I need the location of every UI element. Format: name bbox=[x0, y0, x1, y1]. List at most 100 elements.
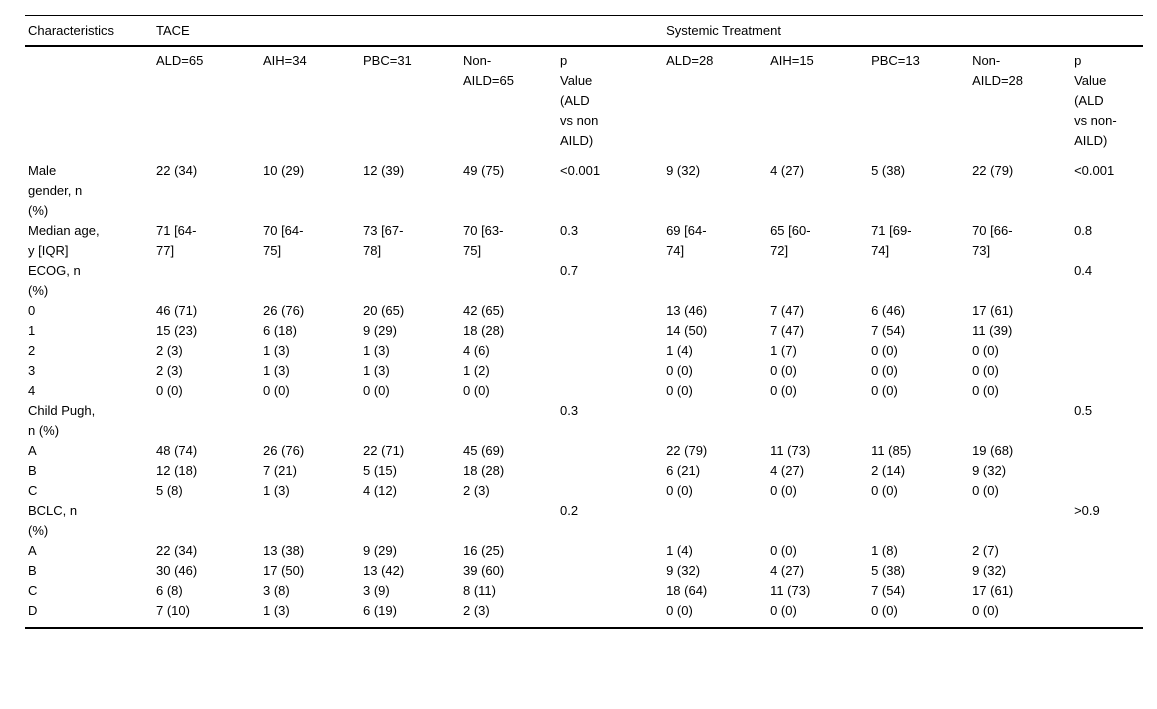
table-cell: 71 [69- 74] bbox=[871, 223, 912, 258]
table-cell: 22 (34) bbox=[156, 163, 198, 178]
table-cell: 0 (0) bbox=[972, 383, 999, 398]
table-cell bbox=[1071, 441, 1143, 461]
table-cell: 18 (28) bbox=[463, 323, 505, 338]
row-label: C bbox=[28, 483, 38, 498]
table-row: Male gender, n (%) 22 (34) 10 (29) 12 (39) 4… bbox=[25, 161, 1143, 221]
table-cell: 6 (19) bbox=[363, 603, 397, 618]
table-cell: 4 (27) bbox=[770, 163, 805, 178]
table-cell: 9 (32) bbox=[972, 463, 1007, 478]
row-label: A bbox=[28, 443, 37, 458]
table-row: ECOG, n (%) 0.7 0.4 bbox=[25, 261, 1143, 301]
table-cell: 6 (18) bbox=[263, 323, 297, 338]
table-cell: 8 (11) bbox=[463, 583, 496, 598]
table-cell: 0 (0) bbox=[972, 483, 999, 498]
table-cell bbox=[153, 501, 260, 541]
table-cell: 9 (32) bbox=[972, 563, 1007, 578]
table-cell: 0.7 bbox=[560, 263, 579, 278]
row-label: 2 bbox=[28, 343, 36, 358]
table-cell: 0 (0) bbox=[770, 603, 797, 618]
table-cell bbox=[557, 381, 663, 401]
table-cell: 0 (0) bbox=[770, 383, 797, 398]
subheader-tace-aih: AIH=34 bbox=[263, 53, 307, 68]
table-cell: 1 (3) bbox=[363, 363, 390, 378]
table-cell bbox=[460, 261, 557, 301]
table-cell: 3 (9) bbox=[363, 583, 390, 598]
table-cell: 5 (38) bbox=[871, 563, 906, 578]
table-cell: 1 (7) bbox=[770, 343, 797, 358]
table-cell: 7 (47) bbox=[770, 323, 805, 338]
table-cell bbox=[260, 501, 360, 541]
table-cell bbox=[1071, 361, 1143, 381]
table-row: D 7 (10) 1 (3) 6 (19) 2 (3) 0 (0) 0 (0) 0 (0) 0 … bbox=[25, 601, 1143, 628]
subheader-empty bbox=[25, 46, 153, 161]
subheader-tace-pbc: PBC=31 bbox=[363, 53, 412, 68]
table-cell: 14 (50) bbox=[666, 323, 708, 338]
table-cell bbox=[868, 501, 969, 541]
subheader-systemic-non-aild: Non- AILD=28 bbox=[972, 53, 1024, 88]
table-cell: 0 (0) bbox=[463, 383, 490, 398]
table-cell bbox=[969, 401, 1071, 441]
table-cell bbox=[557, 561, 663, 581]
table-cell: 20 (65) bbox=[363, 303, 405, 318]
table-cell: 7 (47) bbox=[770, 303, 805, 318]
table-row: 3 2 (3) 1 (3) 1 (3) 1 (2) 0 (0) 0 (0) 0 (0) 0 (0… bbox=[25, 361, 1143, 381]
row-label: Male gender, n (%) bbox=[28, 163, 83, 218]
col-group-systemic-treatment: Systemic Treatment bbox=[663, 15, 1144, 47]
row-label: Median age, y [IQR] bbox=[28, 223, 100, 258]
table-cell: 4 (6) bbox=[463, 343, 490, 358]
table-cell: 16 (25) bbox=[463, 543, 505, 558]
row-label: 3 bbox=[28, 363, 36, 378]
table-cell: 0 (0) bbox=[666, 483, 693, 498]
subheader-systemic-aih: AIH=15 bbox=[770, 53, 814, 68]
table-cell: 7 (54) bbox=[871, 323, 906, 338]
table-cell: 11 (73) bbox=[770, 443, 811, 458]
table-cell: 17 (61) bbox=[972, 303, 1014, 318]
table-cell: 0 (0) bbox=[972, 603, 999, 618]
table-cell bbox=[1071, 321, 1143, 341]
table-cell bbox=[460, 401, 557, 441]
table-cell: 1 (3) bbox=[263, 343, 290, 358]
subheader-systemic-pbc: PBC=13 bbox=[871, 53, 920, 68]
row-label: ECOG, n (%) bbox=[28, 263, 81, 298]
table-cell: 2 (3) bbox=[156, 343, 183, 358]
row-label: 0 bbox=[28, 303, 36, 318]
table-cell: 4 (27) bbox=[770, 463, 805, 478]
table-cell: 0 (0) bbox=[871, 483, 898, 498]
table-row: B 30 (46) 17 (50) 13 (42) 39 (60) 9 (32) 4 (27… bbox=[25, 561, 1143, 581]
table-row: A 48 (74) 26 (76) 22 (71) 45 (69) 22 (79) 11 (… bbox=[25, 441, 1143, 461]
table-cell bbox=[1071, 581, 1143, 601]
table-cell: 17 (50) bbox=[263, 563, 305, 578]
table-cell: <0.001 bbox=[560, 163, 601, 178]
table-cell bbox=[1071, 601, 1143, 628]
subheader-tace-p-value: p Value (ALD vs non AILD) bbox=[560, 53, 599, 148]
table-cell: 0 (0) bbox=[263, 383, 290, 398]
table-cell: 26 (76) bbox=[263, 443, 305, 458]
subheader-tace-ald: ALD=65 bbox=[156, 53, 204, 68]
table-cell: 6 (21) bbox=[666, 463, 701, 478]
table-cell: 49 (75) bbox=[463, 163, 505, 178]
table-cell bbox=[1071, 341, 1143, 361]
table-cell: 0 (0) bbox=[156, 383, 183, 398]
table-cell: 9 (29) bbox=[363, 543, 397, 558]
table-cell bbox=[260, 401, 360, 441]
table-cell bbox=[557, 441, 663, 461]
table-cell: 70 [66- 73] bbox=[972, 223, 1013, 258]
table-cell: 12 (39) bbox=[363, 163, 405, 178]
table-cell: 3 (8) bbox=[263, 583, 290, 598]
table-cell bbox=[868, 401, 969, 441]
table-cell bbox=[260, 261, 360, 301]
table-cell: 0 (0) bbox=[770, 483, 797, 498]
table-row: BCLC, n (%) 0.2 >0.9 bbox=[25, 501, 1143, 541]
table-cell: 69 [64- 74] bbox=[666, 223, 707, 258]
table-cell bbox=[1071, 541, 1143, 561]
table-row: 2 2 (3) 1 (3) 1 (3) 4 (6) 1 (4) 1 (7) 0 (0) 0 (0… bbox=[25, 341, 1143, 361]
table-cell bbox=[557, 321, 663, 341]
table-cell: 48 (74) bbox=[156, 443, 198, 458]
table-cell: 7 (10) bbox=[156, 603, 190, 618]
table-cell: 0 (0) bbox=[363, 383, 390, 398]
table-cell: 0 (0) bbox=[871, 383, 898, 398]
table-cell: 0 (0) bbox=[770, 363, 797, 378]
table-cell: 0.3 bbox=[560, 403, 579, 418]
table-cell: 0 (0) bbox=[972, 343, 999, 358]
table-cell: 9 (29) bbox=[363, 323, 397, 338]
